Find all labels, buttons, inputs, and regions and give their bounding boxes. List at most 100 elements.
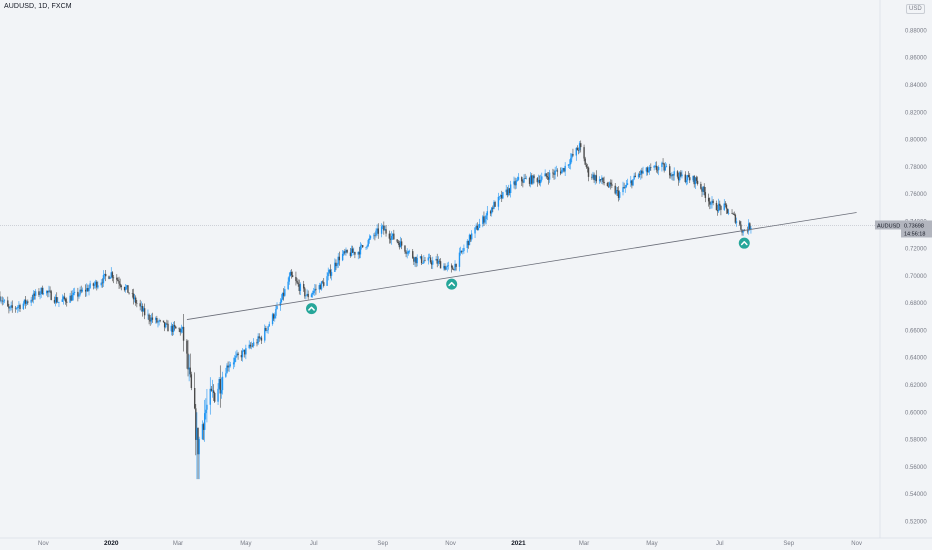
- candle-body: [264, 327, 266, 341]
- candle-body: [120, 285, 122, 287]
- candle-body: [235, 355, 237, 358]
- candle-body: [3, 300, 6, 302]
- candle-body: [72, 292, 75, 296]
- x-tick-label: Jul: [716, 541, 724, 547]
- candle-body: [607, 186, 610, 187]
- symbol-price-label-bg: [875, 220, 901, 230]
- candle-body: [633, 175, 635, 180]
- candle-body: [330, 271, 333, 276]
- candle-body: [423, 260, 425, 264]
- candle-body: [265, 327, 267, 331]
- candle-body: [711, 200, 713, 204]
- candle-body: [73, 291, 76, 293]
- candle-body: [329, 269, 332, 276]
- candle-body: [661, 162, 663, 168]
- candle-body: [468, 234, 471, 246]
- candle-body: [323, 282, 325, 286]
- candle-body: [341, 253, 344, 261]
- candle-body: [632, 179, 634, 186]
- candle-body: [554, 170, 556, 175]
- candle-body: [136, 303, 138, 304]
- candle-body: [190, 374, 193, 389]
- candle-body: [657, 167, 660, 171]
- candle-body: [715, 202, 718, 211]
- candle-body: [195, 408, 197, 440]
- candle-body: [318, 285, 320, 290]
- candle-body: [266, 330, 268, 331]
- candle-body: [337, 256, 339, 265]
- candle-body: [598, 179, 601, 182]
- candle-body: [577, 150, 580, 151]
- chevron-up-icon[interactable]: [738, 237, 750, 249]
- candle-body: [600, 179, 602, 181]
- candle-body: [166, 323, 168, 325]
- candle-body: [513, 181, 515, 185]
- candle-body: [673, 171, 675, 176]
- candle-body: [459, 250, 462, 253]
- candle-body: [188, 367, 190, 370]
- candle-body: [150, 317, 153, 322]
- symbol-title[interactable]: AUDUSD, 1D, FXCM: [4, 3, 72, 10]
- candle-body: [656, 169, 659, 171]
- candle-body: [350, 248, 353, 256]
- candle-body: [232, 362, 235, 365]
- candle-body: [118, 281, 120, 284]
- candle-body: [485, 215, 487, 220]
- candle-body: [677, 176, 680, 181]
- currency-selector[interactable]: USD: [906, 4, 925, 14]
- candle-body: [531, 175, 533, 184]
- candle-body: [186, 340, 188, 354]
- chevron-up-icon[interactable]: [306, 303, 318, 315]
- candle-body: [369, 236, 372, 239]
- candle-body: [544, 173, 546, 177]
- candle-body: [236, 353, 238, 356]
- trendline[interactable]: [186, 212, 857, 320]
- candle-body: [244, 349, 246, 355]
- candle-body: [727, 213, 730, 214]
- x-tick-label: Jul: [310, 541, 318, 547]
- chevron-up-icon[interactable]: [446, 278, 458, 290]
- candle-body: [740, 224, 742, 230]
- candle-body: [58, 301, 60, 303]
- candle-body: [212, 390, 215, 393]
- candle-body: [463, 247, 465, 251]
- candle-body: [303, 284, 305, 289]
- candle-body: [611, 184, 613, 186]
- candle-body: [408, 251, 411, 252]
- chevron-up-icon: [448, 281, 456, 287]
- candle-body: [663, 163, 665, 171]
- candle-body: [39, 293, 41, 295]
- candle-body: [694, 177, 697, 185]
- candle-body: [127, 285, 129, 293]
- candle-body: [111, 272, 114, 278]
- candle-body: [462, 250, 464, 252]
- candle-body: [469, 234, 472, 240]
- candle-body: [23, 299, 26, 304]
- x-tick-label: Sep: [783, 541, 794, 547]
- candle-body: [181, 326, 184, 330]
- candle-body: [501, 195, 503, 199]
- candle-body: [618, 192, 621, 198]
- candle-body: [112, 277, 115, 279]
- candle-body: [471, 233, 473, 240]
- candle-body: [245, 348, 247, 355]
- candle-body: [196, 427, 198, 440]
- candle-body: [427, 257, 430, 261]
- candle-body: [541, 176, 543, 180]
- candle-body: [162, 320, 165, 323]
- candle-body: [280, 299, 283, 303]
- candle-body: [271, 314, 274, 325]
- candle-body: [446, 265, 448, 268]
- candle-body: [506, 189, 509, 195]
- candle-body: [603, 181, 605, 184]
- candle-body: [546, 176, 549, 178]
- candle-body: [474, 227, 476, 234]
- candle-body: [601, 177, 603, 181]
- y-tick-label: 0.78000: [905, 165, 927, 171]
- candle-body: [733, 213, 735, 215]
- candle-body: [220, 390, 223, 394]
- candle-body: [298, 284, 300, 291]
- candle-body: [407, 251, 409, 254]
